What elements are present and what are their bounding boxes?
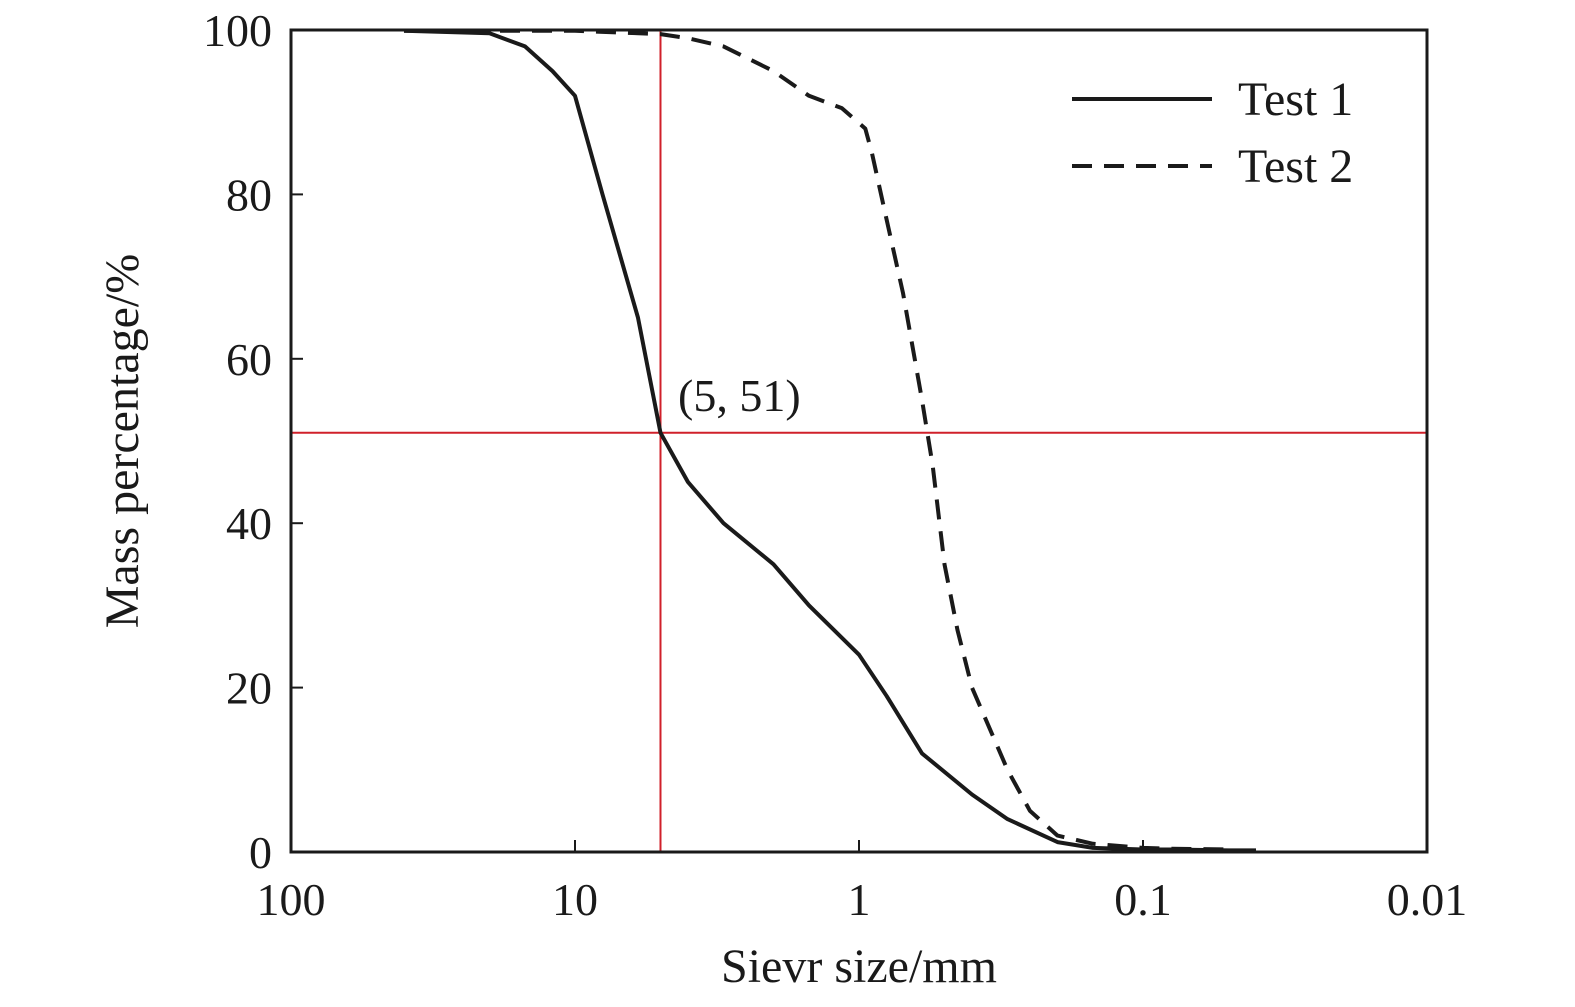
y-tick-label: 20 bbox=[226, 663, 272, 714]
x-tick-label: 1 bbox=[848, 874, 871, 925]
annotation-label: (5, 51) bbox=[678, 370, 801, 421]
x-tick-label: 100 bbox=[257, 874, 326, 925]
x-axis-title: Sievr size/mm bbox=[721, 940, 997, 993]
y-tick-label: 0 bbox=[249, 827, 272, 878]
series-line-test-2 bbox=[404, 28, 1229, 852]
legend-label-test-1: Test 1 bbox=[1238, 73, 1353, 126]
y-tick-label: 60 bbox=[226, 334, 272, 385]
legend-label-test-2: Test 2 bbox=[1238, 140, 1353, 193]
series-line-test-1 bbox=[403, 28, 1256, 853]
x-tick-label: 0.1 bbox=[1114, 874, 1172, 925]
y-tick-label: 40 bbox=[226, 498, 272, 549]
x-tick-label: 0.01 bbox=[1387, 874, 1468, 925]
x-tick-label: 10 bbox=[552, 874, 598, 925]
y-axis-title: Mass percentage/% bbox=[96, 254, 149, 629]
y-tick-label: 80 bbox=[226, 169, 272, 220]
y-tick-label: 100 bbox=[203, 5, 272, 56]
